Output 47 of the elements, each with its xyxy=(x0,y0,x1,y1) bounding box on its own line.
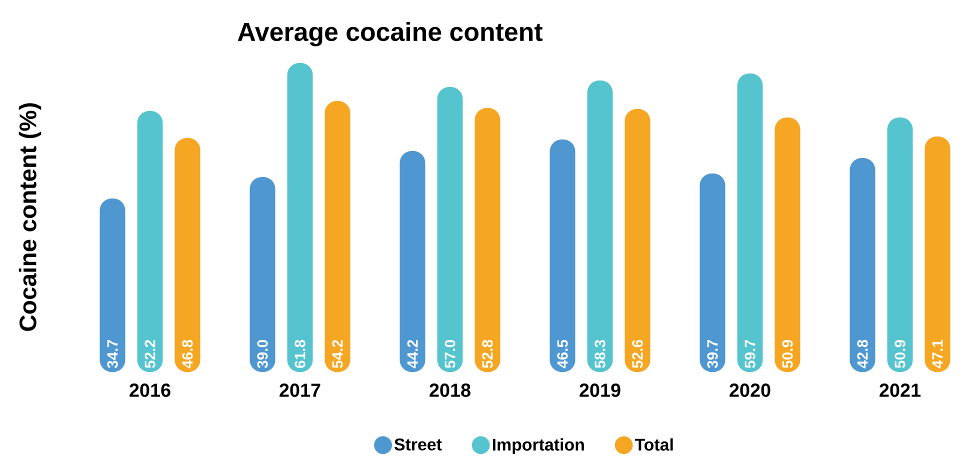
bar xyxy=(774,118,800,372)
bar xyxy=(587,80,613,372)
data-label: 44.2 xyxy=(407,340,418,368)
data-label: 59.7 xyxy=(744,340,756,368)
bar xyxy=(287,63,313,372)
data-label: 50.9 xyxy=(894,340,906,368)
data-label: 61.8 xyxy=(294,340,306,368)
bar xyxy=(137,111,163,372)
data-label: 50.9 xyxy=(782,340,793,368)
legend-label: Street xyxy=(394,438,442,450)
data-label: 39.7 xyxy=(707,340,718,368)
data-label: 46.5 xyxy=(557,340,568,368)
bar xyxy=(550,140,576,372)
bar xyxy=(324,101,350,372)
data-label: 47.1 xyxy=(932,340,943,368)
bar xyxy=(887,118,913,372)
legend-label: Importation xyxy=(492,438,584,454)
data-label: 52.8 xyxy=(482,340,493,368)
data-label: 39.0 xyxy=(257,340,268,368)
legend-label: Total xyxy=(634,438,673,451)
bar xyxy=(924,136,950,372)
data-label: 52.6 xyxy=(632,340,643,368)
bar xyxy=(737,74,763,372)
x-tick-label: 2016 xyxy=(130,384,170,397)
bar xyxy=(174,138,200,372)
y-axis-title: Cocaine content (%) xyxy=(18,103,42,331)
x-tick-label: 2018 xyxy=(430,384,470,397)
bar xyxy=(100,198,126,372)
bar xyxy=(700,174,726,372)
bar xyxy=(437,87,463,372)
data-label: 52.2 xyxy=(144,340,156,368)
data-label: 58.3 xyxy=(594,340,606,368)
bar xyxy=(400,151,426,372)
bar xyxy=(624,109,650,372)
x-tick-label: 2020 xyxy=(730,384,770,397)
x-tick-label: 2017 xyxy=(280,384,320,397)
data-label: 54.2 xyxy=(332,340,343,368)
x-tick-label: 2021 xyxy=(880,384,921,397)
bar xyxy=(850,158,876,372)
data-label: 34.7 xyxy=(107,340,118,368)
bar xyxy=(250,177,276,372)
data-label: 42.8 xyxy=(857,340,868,368)
bar xyxy=(474,108,500,372)
data-label: 46.8 xyxy=(182,340,193,368)
data-label: 57.0 xyxy=(444,340,456,368)
chart-title: Average cocaine content xyxy=(238,22,542,46)
x-tick-label: 2019 xyxy=(580,384,620,397)
